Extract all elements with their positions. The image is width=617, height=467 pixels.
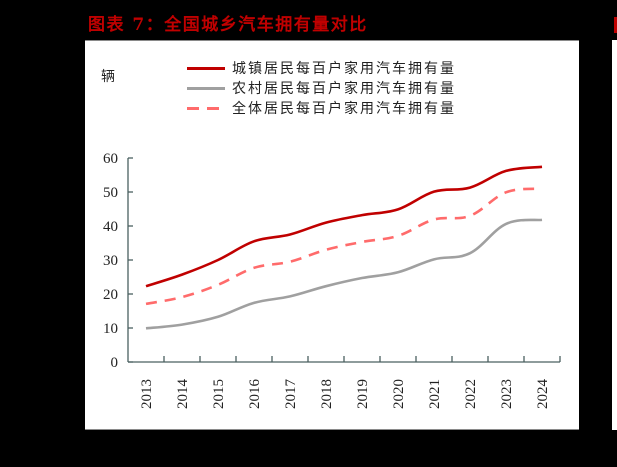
adjacent-title-edge [614, 17, 617, 33]
x-tick-label: 2017 [283, 379, 299, 410]
x-tick-label: 2022 [463, 379, 479, 409]
legend-label: 全体居民每百户家用汽车拥有量 [232, 101, 456, 117]
y-tick-label: 30 [103, 253, 118, 269]
legend-line-solid-gray-icon [187, 86, 225, 90]
x-tick-label: 2013 [139, 379, 155, 409]
chart-title: 图表 7：全国城乡汽车拥有量对比 [88, 15, 368, 35]
series-line [145, 218, 543, 330]
x-tick-label: 2020 [391, 379, 407, 409]
x-tick-label: 2015 [211, 379, 227, 409]
chart-series [145, 165, 543, 330]
y-tick-label: 10 [103, 321, 118, 337]
legend-item-national: 全体居民每百户家用汽车拥有量 [187, 98, 456, 118]
y-tick-label: 60 [103, 151, 118, 167]
legend-line-solid-red-icon [187, 66, 225, 70]
x-tick-label: 2019 [355, 379, 371, 409]
x-tick-label: 2024 [535, 379, 551, 410]
chart-legend: 城镇居民每百户家用汽车拥有量 农村居民每百户家用汽车拥有量 全体居民每百户家用汽… [187, 58, 456, 118]
series-line [145, 165, 543, 288]
y-tick-label: 20 [103, 287, 118, 303]
legend-item-rural: 农村居民每百户家用汽车拥有量 [187, 78, 456, 98]
chart-panel [85, 40, 579, 430]
adjacent-panel-edge [612, 40, 617, 430]
x-tick-label: 2014 [175, 379, 191, 410]
y-tick-label: 0 [111, 355, 119, 371]
y-axis-unit-label: 辆 [101, 69, 115, 85]
x-axis: 2013 2014 2015 2016 2017 2018 2019 2020 2021 2022… [128, 356, 561, 410]
legend-item-urban: 城镇居民每百户家用汽车拥有量 [187, 58, 456, 78]
legend-label: 农村居民每百户家用汽车拥有量 [232, 81, 456, 97]
x-tick-label: 2018 [319, 379, 335, 409]
x-tick-label: 2023 [499, 379, 515, 409]
x-tick-label: 2021 [427, 379, 443, 409]
x-tick-label: 2016 [247, 379, 263, 410]
series-line [145, 187, 543, 306]
y-tick-label: 40 [103, 219, 118, 235]
y-axis: 0 10 20 30 40 50 60 [103, 151, 133, 371]
legend-line-dashed-icon [187, 106, 225, 110]
y-tick-label: 50 [103, 185, 118, 201]
legend-label: 城镇居民每百户家用汽车拥有量 [232, 61, 456, 77]
